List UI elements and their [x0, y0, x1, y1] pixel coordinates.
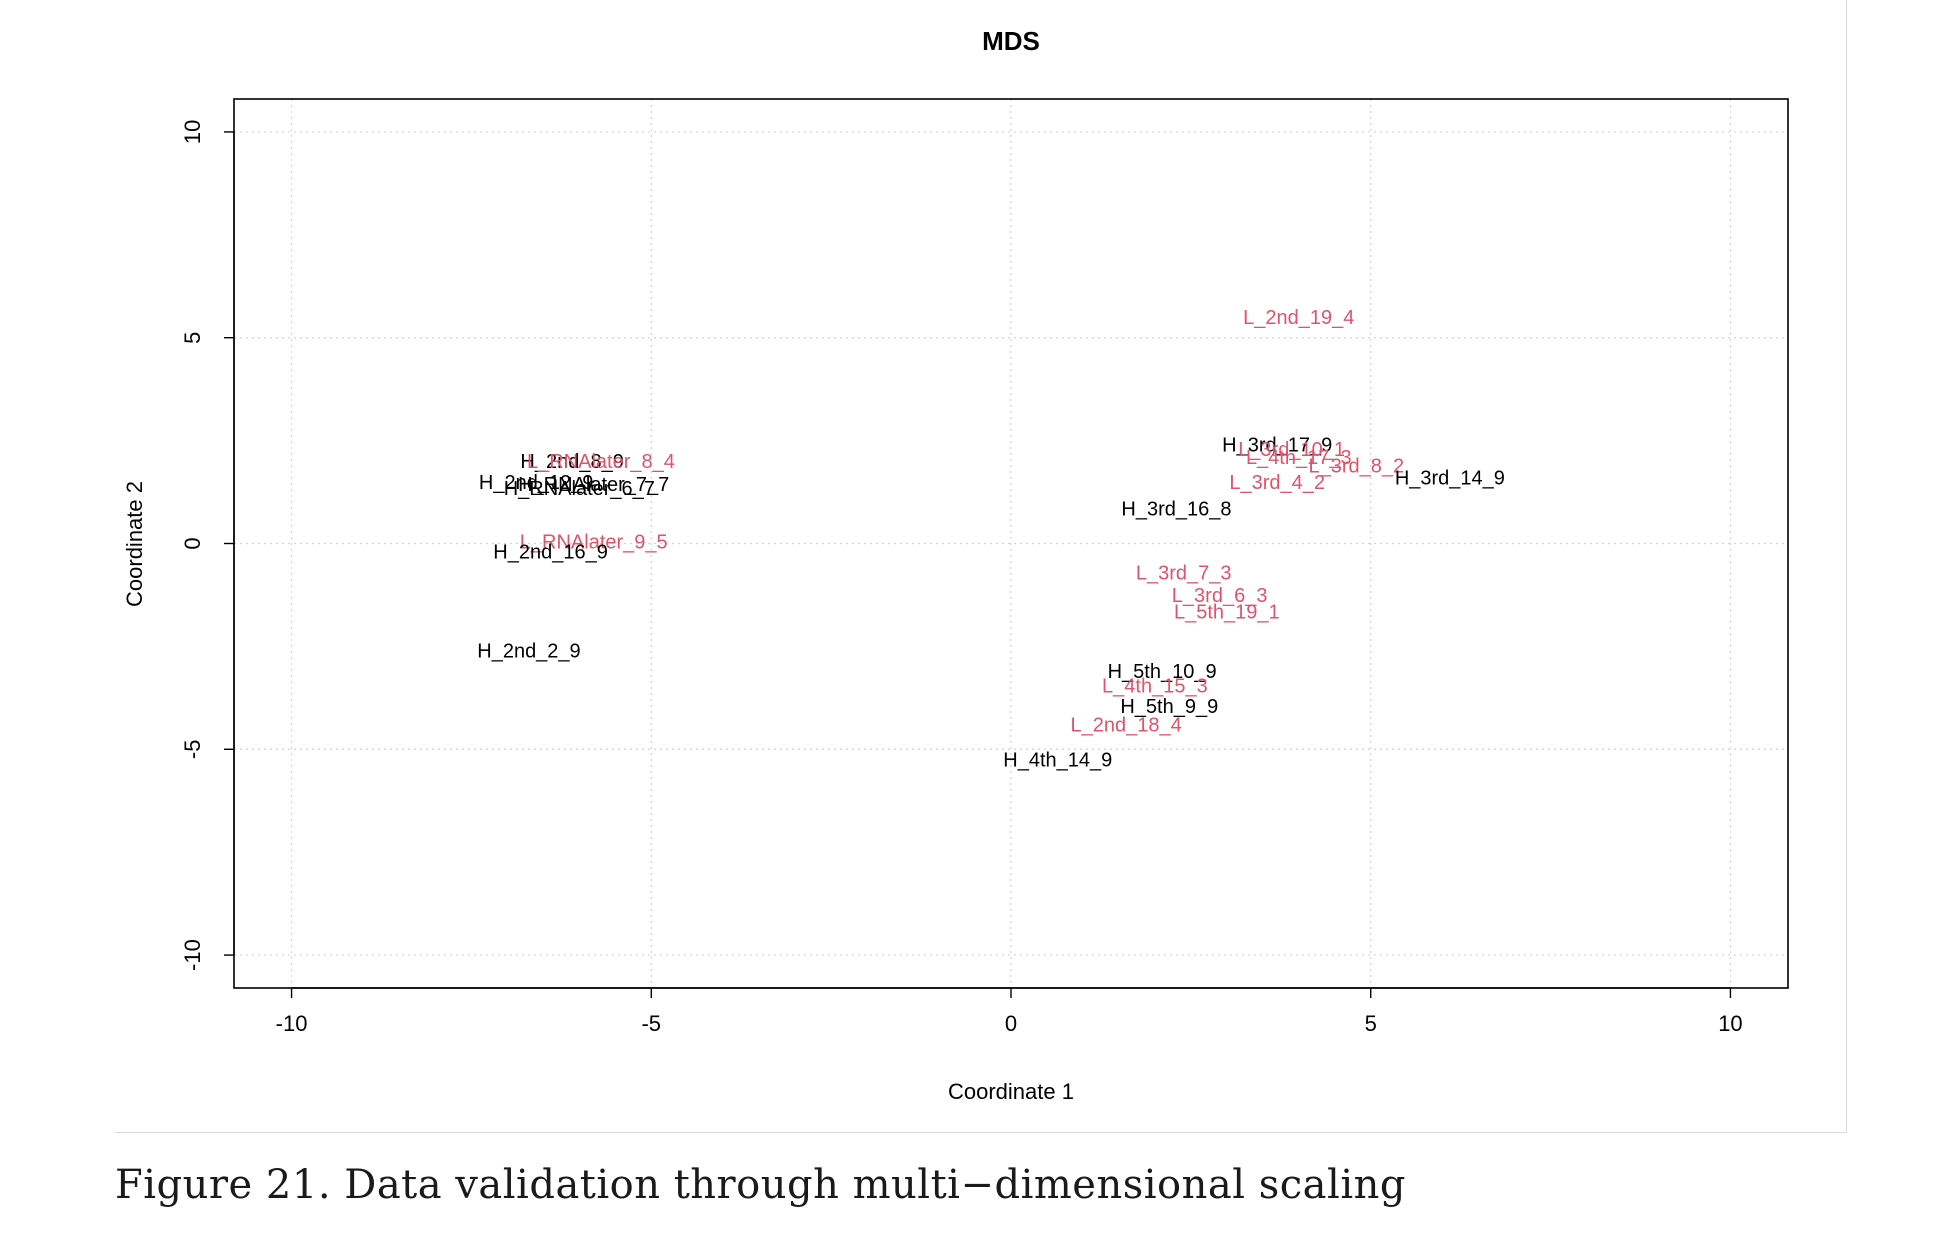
y-tick-label: -5 — [180, 740, 205, 760]
y-axis-label: Coordinate 2 — [122, 481, 147, 607]
x-axis-label: Coordinate 1 — [948, 1079, 1074, 1104]
x-tick-label: 0 — [1005, 1011, 1017, 1036]
point-label-h-rnalater-7-7: H_RNAlater_7_7 — [518, 474, 669, 496]
point-label-l-3rd-7-3: L_3rd_7_3 — [1136, 562, 1232, 584]
grid-layer — [234, 99, 1788, 988]
x-tick-label: -5 — [641, 1011, 661, 1036]
y-tick-label: 0 — [180, 537, 205, 549]
figure-caption: Figure 21. Data validation through multi… — [115, 1162, 1406, 1208]
point-label-h-2nd-12-9: H_2nd_12_9 — [479, 472, 594, 494]
y-tick-label: 10 — [180, 120, 205, 144]
x-tick-label: 5 — [1365, 1011, 1377, 1036]
point-label-l-rnalater-8-4: L_RNAlater_8_4 — [527, 451, 675, 473]
axis-layer: -10 -5 0 5 10 -10 -5 0 5 10 — [180, 120, 1743, 1036]
point-label-h-2nd-2-9: H_2nd_2_9 — [477, 641, 580, 663]
point-label-h-2nd-8-9: H_2nd_8_9 — [520, 451, 623, 473]
point-label-l-2nd-18-4: L_2nd_18_4 — [1070, 715, 1181, 737]
x-tick-label: -10 — [276, 1011, 308, 1036]
figure-frame-bottom-border — [115, 1132, 1847, 1133]
point-label-h-4th-14-9: H_4th_14_9 — [1003, 750, 1112, 772]
point-label-l-4th-17-3: L_4th_17_3 — [1246, 447, 1352, 469]
point-label-h-3rd-14-9: H_3rd_14_9 — [1395, 468, 1505, 490]
point-label-l-2nd-19-4: L_2nd_19_4 — [1243, 307, 1354, 329]
y-tick-label: -10 — [180, 939, 205, 971]
point-label-h-3rd-17-9: H_3rd_17_9 — [1222, 435, 1332, 457]
point-labels-layer: L_2nd_19_4 H_3rd_17_9L_3rd_10_1L_4th_17_3… — [477, 307, 1505, 771]
x-tick-label: 10 — [1718, 1011, 1742, 1036]
figure-frame-right-border — [1846, 0, 1847, 1132]
point-label-l-3rd-4-2: L_3rd_4_2 — [1229, 472, 1325, 494]
point-label-l-rnalater-9-5: L_RNAlater_9_5 — [520, 531, 668, 553]
point-label-h-3rd-16-8: H_3rd_16_8 — [1121, 499, 1231, 521]
point-label-l-4th-15-3: L_4th_15_3 — [1102, 675, 1208, 697]
chart-title: MDS — [982, 26, 1040, 56]
point-label-h-rnalater-6-7: H_RNAlater_6_7 — [504, 478, 655, 500]
point-label-l-3rd-8-2: L_3rd_8_2 — [1309, 455, 1405, 477]
point-label-h-5th-9-9: H_5th_9_9 — [1120, 696, 1218, 718]
point-label-h-2nd-16-9: H_2nd_16_9 — [493, 542, 608, 564]
point-label-l-3rd-6-3: L_3rd_6_3 — [1172, 585, 1268, 607]
point-label-l-3rd-10-1: L_3rd_10_1 — [1238, 439, 1345, 461]
point-label-h-5th-10-9: H_5th_10_9 — [1108, 661, 1217, 683]
y-tick-label: 5 — [180, 332, 205, 344]
point-label-l-5th-19-1: L_5th_19_1 — [1174, 601, 1280, 623]
